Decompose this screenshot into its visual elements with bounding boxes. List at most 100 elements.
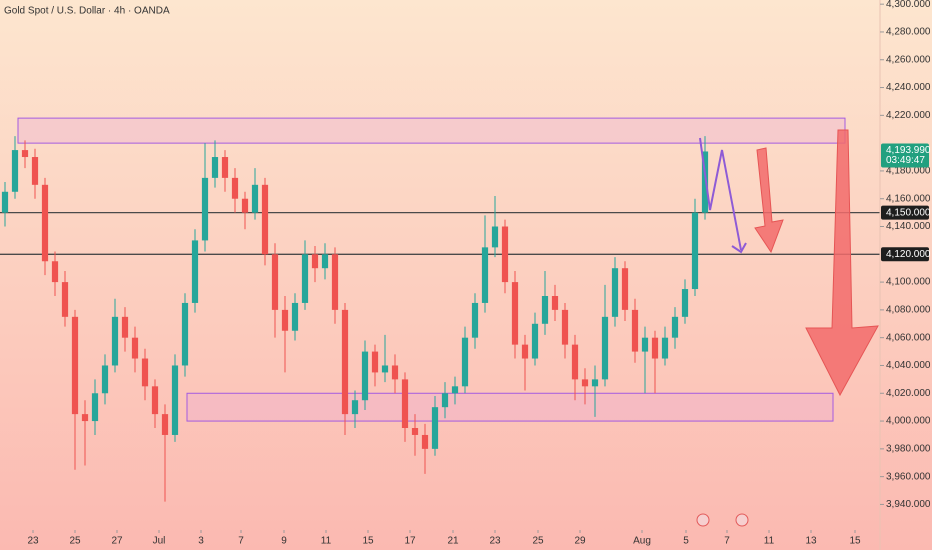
x-tick-label: 7 xyxy=(724,536,730,547)
candle-body xyxy=(1,191,9,213)
y-tick-label: 3,960.000 xyxy=(886,471,931,482)
y-tick-label: 4,140.000 xyxy=(886,221,931,232)
x-tick-label: 7 xyxy=(238,536,244,547)
candle-body xyxy=(381,365,389,373)
candle-body xyxy=(251,184,259,213)
last-price-box xyxy=(881,143,929,168)
x-tick-label: 25 xyxy=(69,536,81,547)
candle-body xyxy=(561,309,569,345)
last-price-label: 4,193.990 xyxy=(886,145,931,156)
candle-body xyxy=(151,386,159,415)
x-tick-label: 15 xyxy=(362,536,374,547)
zigzag-projection xyxy=(699,137,742,251)
candle-body xyxy=(111,316,119,366)
candle-body xyxy=(41,184,49,262)
candle-body xyxy=(131,337,139,359)
candle-body xyxy=(641,337,649,352)
candle-body xyxy=(551,295,559,310)
candle-body xyxy=(31,157,39,185)
event-icon[interactable] xyxy=(696,513,710,527)
candles xyxy=(1,136,709,502)
candle-body xyxy=(221,157,229,178)
y-tick-label: 4,040.000 xyxy=(886,360,931,371)
candle-body xyxy=(171,365,179,435)
candle-body xyxy=(691,212,699,290)
candle-body xyxy=(491,226,499,248)
level-label: 4,150.000 xyxy=(886,207,931,218)
y-tick-label: 4,080.000 xyxy=(886,305,931,316)
candle-body xyxy=(161,414,169,435)
candle-body xyxy=(481,247,489,303)
countdown-label: 03:49:47 xyxy=(886,155,925,166)
big-down-arrow xyxy=(805,129,879,397)
y-tick-label: 4,300.000 xyxy=(886,0,931,10)
candle-body xyxy=(661,337,669,359)
x-tick-label: 3 xyxy=(198,536,204,547)
candle-body xyxy=(281,309,289,331)
candle-body xyxy=(121,316,129,338)
candle-body xyxy=(541,295,549,324)
candle-body xyxy=(671,316,679,338)
y-tick-label: 4,260.000 xyxy=(886,54,931,65)
x-tick-label: 17 xyxy=(404,536,416,547)
level-label: 4,120.000 xyxy=(886,249,931,260)
event-icon[interactable] xyxy=(735,513,749,527)
x-tick-label: 25 xyxy=(532,536,544,547)
x-tick-label: 11 xyxy=(321,536,332,547)
small-down-arrow xyxy=(754,147,784,254)
chart-title: Gold Spot / U.S. Dollar · 4h · OANDA xyxy=(4,6,170,17)
candle-body xyxy=(311,254,319,269)
candle-body xyxy=(531,323,539,359)
candle-body xyxy=(21,150,29,158)
candle-body xyxy=(271,254,279,310)
x-tick-label: 13 xyxy=(805,536,817,547)
zone xyxy=(17,117,846,144)
candle-body xyxy=(291,302,299,331)
candle-body xyxy=(231,177,239,199)
zones xyxy=(17,117,846,422)
y-tick-label: 4,240.000 xyxy=(886,82,931,93)
candle-body xyxy=(91,393,99,422)
candle-body xyxy=(401,379,409,429)
zone xyxy=(186,392,834,422)
y-tick-label: 4,020.000 xyxy=(886,388,931,399)
y-tick-label: 4,000.000 xyxy=(886,416,931,427)
x-tick-label: 23 xyxy=(489,536,501,547)
candle-body xyxy=(571,344,579,380)
candle-body xyxy=(361,351,369,401)
x-tick-label: Aug xyxy=(633,536,651,547)
level-label-box xyxy=(881,247,929,262)
x-tick-label: 27 xyxy=(111,536,123,547)
candle-body xyxy=(201,177,209,241)
candle-body xyxy=(451,386,459,394)
candle-body xyxy=(371,351,379,373)
candle-body xyxy=(581,379,589,387)
x-tick-label: 21 xyxy=(447,536,459,547)
level-label-box xyxy=(881,205,929,220)
x-tick-label: 23 xyxy=(27,536,39,547)
candle-body xyxy=(441,393,449,408)
candle-body xyxy=(261,184,269,255)
candle-body xyxy=(141,358,149,387)
axes: 3,940.000 3,960.000 3,980.000 4,000.000 4,02… xyxy=(27,0,930,547)
x-tick-label: 29 xyxy=(574,536,586,547)
candle-body xyxy=(211,157,219,178)
x-tick-label: 11 xyxy=(764,536,775,547)
y-tick-label: 3,980.000 xyxy=(886,443,931,454)
x-tick-label: Jul xyxy=(153,536,166,547)
candle-body xyxy=(621,268,629,310)
y-tick-label: 4,180.000 xyxy=(886,166,931,177)
candle-body xyxy=(181,302,189,366)
y-tick-label: 4,280.000 xyxy=(886,27,931,38)
candle-body xyxy=(681,289,689,317)
y-tick-label: 4,100.000 xyxy=(886,277,931,288)
candle-body xyxy=(701,151,709,213)
candle-body xyxy=(101,365,109,394)
x-tick-label: 5 xyxy=(683,536,689,547)
candle-body xyxy=(431,407,439,449)
candle-body xyxy=(71,316,79,415)
candle-body xyxy=(351,400,359,415)
candle-body xyxy=(501,226,509,283)
candle-body xyxy=(521,344,529,359)
